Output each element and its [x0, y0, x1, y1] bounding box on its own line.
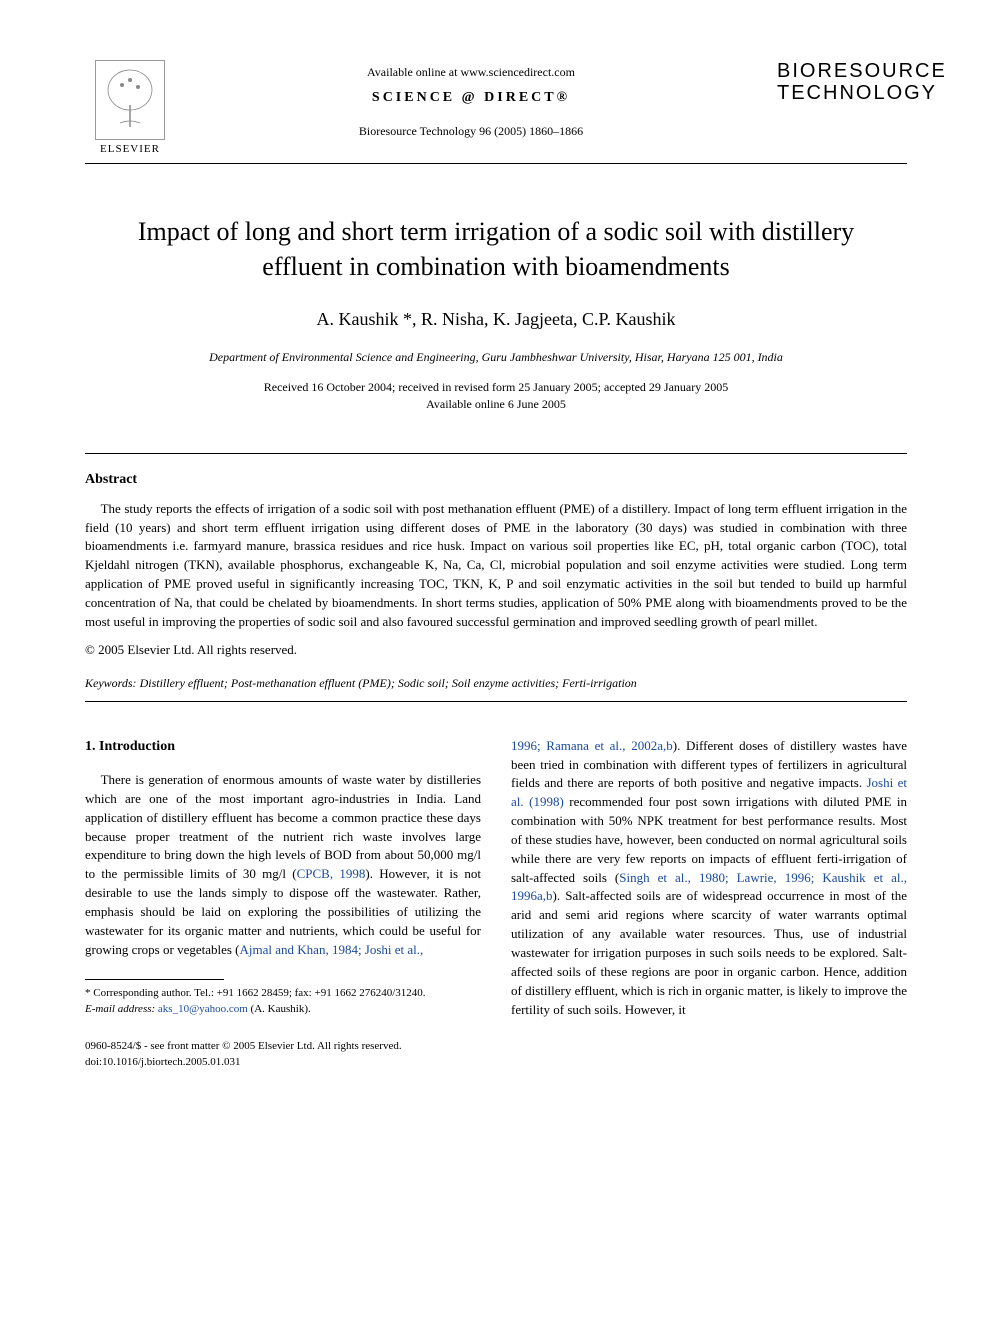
intro-paragraph: There is generation of enormous amounts …: [85, 771, 481, 959]
header-divider: [85, 163, 907, 164]
right-column: 1996; Ramana et al., 2002a,b). Different…: [511, 737, 907, 1020]
ref-ramana[interactable]: 1996; Ramana et al., 2002a,b: [511, 738, 673, 753]
dates-line2: Available online 6 June 2005: [85, 396, 907, 413]
abstract-divider-bottom: [85, 701, 907, 702]
footer-issn: 0960-8524/$ - see front matter © 2005 El…: [85, 1039, 907, 1054]
email-link[interactable]: aks_10@yahoo.com: [158, 1003, 248, 1015]
email-label: E-mail address:: [85, 1003, 155, 1015]
journal-logo-line1: BIORESOURCE: [777, 60, 907, 82]
available-online: Available online at www.sciencedirect.co…: [175, 65, 767, 80]
keywords-text: Distillery effluent; Post-methanation ef…: [137, 676, 637, 690]
section-heading: 1. Introduction: [85, 737, 481, 757]
email-name: (A. Kaushik).: [248, 1003, 311, 1015]
abstract-heading: Abstract: [85, 472, 907, 488]
authors: A. Kaushik *, R. Nisha, K. Jagjeeta, C.P…: [85, 309, 907, 330]
abstract-text: The study reports the effects of irrigat…: [85, 500, 907, 632]
ref-cpcb[interactable]: CPCB, 1998: [297, 866, 366, 881]
dates: Received 16 October 2004; received in re…: [85, 379, 907, 413]
article-title: Impact of long and short term irrigation…: [85, 214, 907, 284]
elsevier-tree-icon: [95, 60, 165, 140]
elsevier-logo: ELSEVIER: [85, 60, 175, 155]
footnote-divider: [85, 979, 224, 980]
footer-doi: doi:10.1016/j.biortech.2005.01.031: [85, 1055, 907, 1070]
footnote-email: E-mail address: aks_10@yahoo.com (A. Kau…: [85, 1002, 481, 1017]
ref-ajmal[interactable]: Ajmal and Khan, 1984; Joshi et al.,: [240, 942, 424, 957]
abstract-divider-top: [85, 453, 907, 454]
intro-continued: 1996; Ramana et al., 2002a,b). Different…: [511, 737, 907, 1020]
footnote-corresponding: * Corresponding author. Tel.: +91 1662 2…: [85, 986, 481, 1001]
dates-line1: Received 16 October 2004; received in re…: [85, 379, 907, 396]
header-center: Available online at www.sciencedirect.co…: [175, 60, 767, 139]
affiliation: Department of Environmental Science and …: [85, 350, 907, 365]
journal-logo-line2: TECHNOLOGY: [777, 82, 907, 104]
left-column: 1. Introduction There is generation of e…: [85, 737, 481, 1020]
journal-title-box: BIORESOURCE TECHNOLOGY: [767, 60, 907, 104]
footer: 0960-8524/$ - see front matter © 2005 El…: [85, 1039, 907, 1070]
copyright: © 2005 Elsevier Ltd. All rights reserved…: [85, 642, 907, 658]
journal-logo: BIORESOURCE TECHNOLOGY: [767, 60, 907, 104]
two-column-body: 1. Introduction There is generation of e…: [85, 737, 907, 1020]
keywords-label: Keywords:: [85, 676, 137, 690]
sciencedirect-logo: SCIENCE @ DIRECT®: [175, 90, 767, 106]
col1-text-a: There is generation of enormous amounts …: [85, 772, 481, 881]
elsevier-text: ELSEVIER: [100, 143, 160, 155]
col2-text-c: ). Salt-affected soils are of widespread…: [511, 888, 907, 1016]
journal-reference: Bioresource Technology 96 (2005) 1860–18…: [175, 124, 767, 139]
keywords: Keywords: Distillery effluent; Post-meth…: [85, 676, 907, 691]
header-row: ELSEVIER Available online at www.science…: [85, 60, 907, 155]
